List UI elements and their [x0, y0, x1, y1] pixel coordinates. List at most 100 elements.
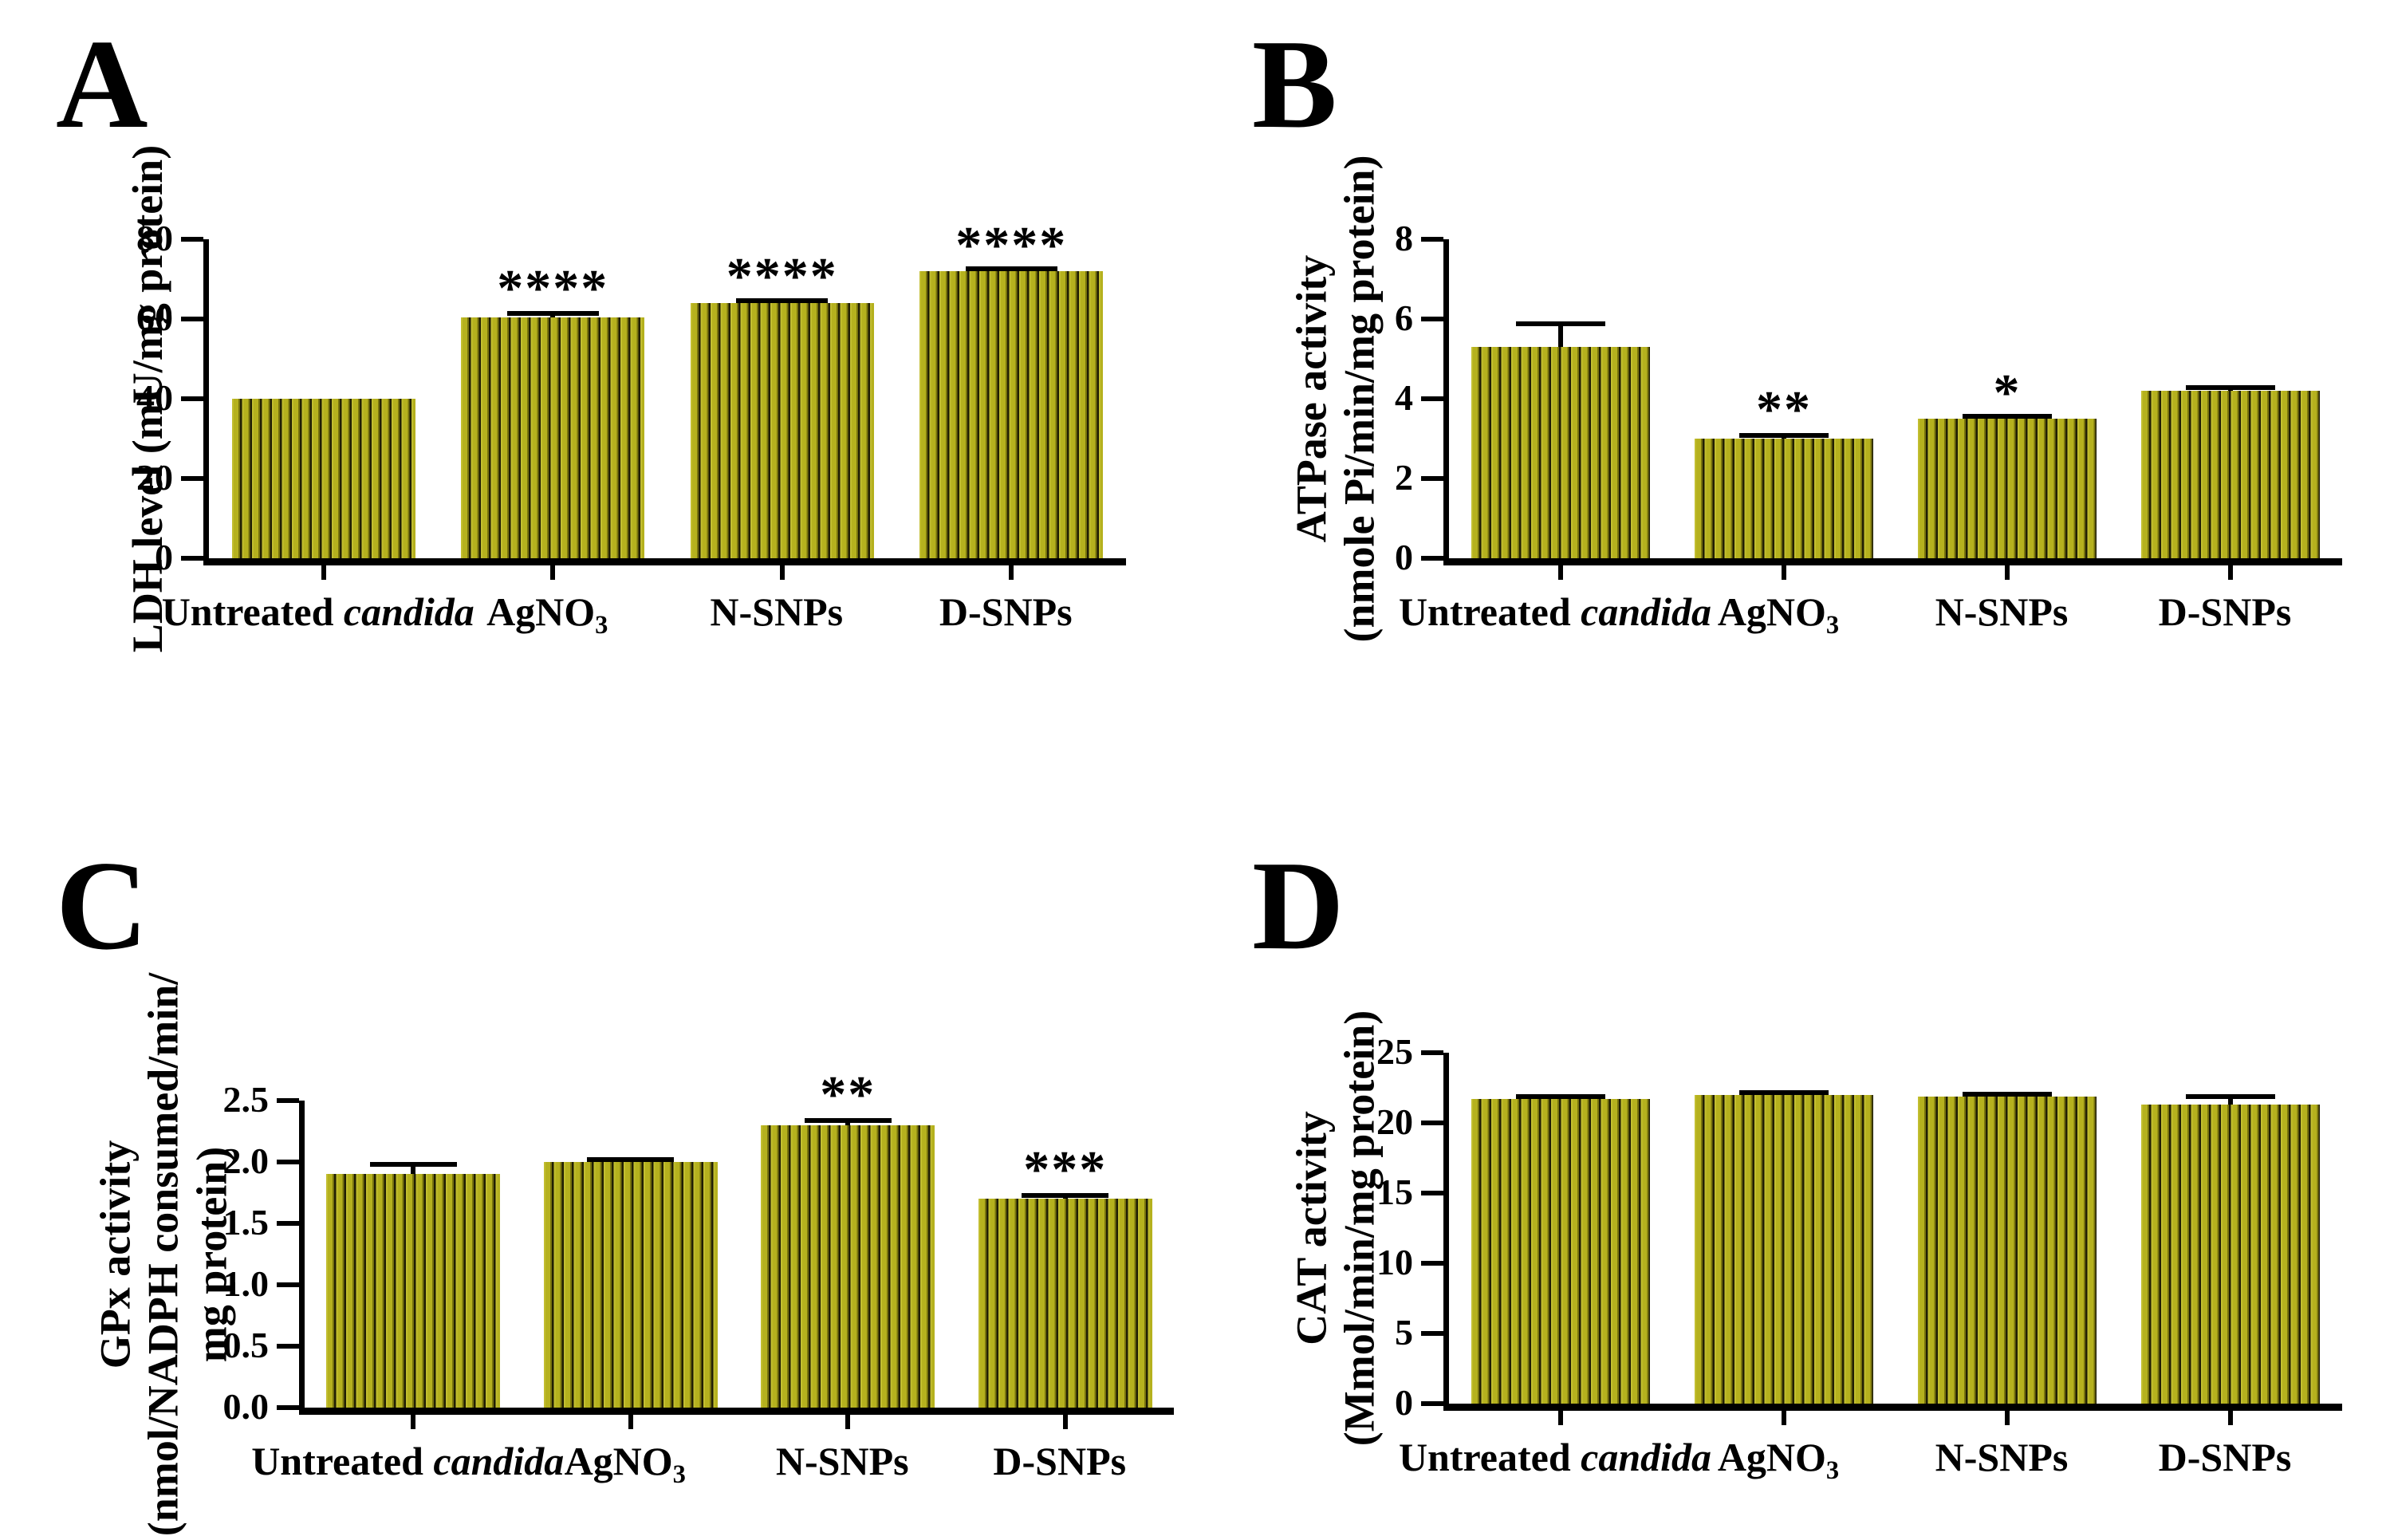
- bar-d-snps: [978, 1199, 1152, 1408]
- panel-b: B ATPase activity (nmole Pi/min/mg protei…: [1240, 16, 2388, 734]
- y-tick-mark: [181, 556, 203, 561]
- x-category-label-segment: Untreated: [1398, 589, 1581, 634]
- y-tick-mark: [277, 1221, 299, 1226]
- y-axis-label-line: (nmol/NADPH consumed/min/: [139, 972, 187, 1536]
- panel-letter-c: C: [56, 834, 148, 976]
- x-tick-mark: [2005, 565, 2010, 580]
- x-category-label-segment: D-SNPs: [939, 589, 1073, 634]
- panel-c: C GPx activity (nmol/NADPH consumed/min/m…: [44, 837, 1192, 1539]
- y-tick-label: 1.5: [222, 1202, 270, 1243]
- x-tick-mark: [321, 565, 326, 580]
- x-tick-mark: [628, 1415, 633, 1429]
- bar-d-snps: [2141, 1105, 2320, 1404]
- panel-d: D CAT activity (Mmol/min/mg protein) 0 5 10…: [1240, 837, 2388, 1539]
- x-tick-mark: [550, 565, 556, 580]
- x-category-label: AgNO3: [1718, 592, 1839, 638]
- y-axis-label-line: GPx activity: [91, 1140, 140, 1369]
- y-tick-mark: [1421, 1050, 1443, 1055]
- x-category-label: D-SNPs: [993, 1441, 1126, 1481]
- plot-area: 0 20 40 60 80 **** **** ****: [136, 219, 1126, 580]
- x-tick-mark: [1558, 565, 1563, 580]
- x-category-label-segment: candida: [1581, 589, 1712, 634]
- x-category-label: D-SNPs: [2159, 592, 2292, 632]
- error-bar-cap: [804, 1117, 892, 1123]
- y-axis-label-line: mg protein): [187, 1146, 236, 1362]
- x-tick-mark: [411, 1415, 416, 1429]
- y-tick-label: 2.5: [222, 1079, 270, 1120]
- x-category-label-segment: AgNO: [1717, 589, 1826, 634]
- x-tick-mark: [2228, 565, 2233, 580]
- bar-n-snps: [1918, 419, 2097, 558]
- y-tick-mark: [277, 1098, 299, 1103]
- error-bar-cap: [736, 298, 829, 303]
- bar-untreated-candida: [231, 399, 415, 558]
- y-tick-label: 4: [1395, 377, 1413, 418]
- y-tick-mark: [1421, 1261, 1443, 1266]
- y-tick-mark: [181, 476, 203, 481]
- error-bar-cap: [1022, 1192, 1109, 1198]
- error-bar-cap: [369, 1162, 457, 1167]
- y-tick-label: 0: [1395, 1382, 1413, 1423]
- x-category-label: Untreated candida: [251, 1441, 564, 1481]
- panel-a: A LDH level (mU/mg protein) 0 20 40 60 80 ***…: [44, 16, 1192, 734]
- bar-untreated-candida: [1471, 1099, 1650, 1404]
- bar-agno3: [461, 317, 645, 558]
- x-category-label-segment: AgNO: [1717, 1435, 1826, 1479]
- error-bar-cap: [1739, 1089, 1829, 1095]
- y-tick-mark: [1421, 556, 1443, 561]
- significance-stars: ****: [955, 215, 1068, 274]
- x-tick-mark: [1062, 1415, 1068, 1429]
- y-tick-mark: [1421, 237, 1443, 242]
- bar-untreated-candida: [326, 1174, 501, 1408]
- x-category-label-segment: D-SNPs: [2158, 1435, 2292, 1479]
- error-bar-cap: [2186, 384, 2275, 390]
- y-tick-label: 5: [1395, 1312, 1413, 1353]
- y-tick-label: 1.0: [222, 1263, 270, 1304]
- plot-area: 0 2 4 6 8 ** *: [1395, 220, 2342, 580]
- significance-stars: **: [1756, 380, 1812, 439]
- x-category-label-segment: candida: [1581, 1435, 1712, 1479]
- error-bar-cap: [1516, 1093, 1605, 1099]
- y-tick-label: 8: [1395, 218, 1413, 258]
- x-category-label: N-SNPs: [776, 1441, 909, 1481]
- y-tick-label: 2.0: [222, 1140, 270, 1181]
- y-tick-mark: [277, 1160, 299, 1164]
- y-tick-mark: [181, 396, 203, 401]
- x-category-label: Untreated candida: [162, 592, 474, 632]
- y-tick-label: 80: [136, 218, 173, 258]
- error-bar-cap: [1963, 1091, 2052, 1097]
- x-category-label-segment: candida: [343, 589, 474, 634]
- x-category-label: N-SNPs: [1935, 1437, 2069, 1477]
- x-category-label-segment: Untreated: [251, 1439, 434, 1483]
- x-category-label-segment: N-SNPs: [710, 589, 844, 634]
- x-category-label: D-SNPs: [2159, 1437, 2292, 1477]
- x-category-label: AgNO3: [486, 592, 608, 638]
- error-bar-cap: [506, 311, 599, 316]
- x-category-label-segment: N-SNPs: [1935, 1435, 2069, 1479]
- y-tick-mark: [1421, 1401, 1443, 1406]
- bar-n-snps: [1918, 1096, 2097, 1404]
- error-bar-cap: [965, 266, 1057, 271]
- error-bar-line: [1558, 321, 1563, 347]
- y-tick-label: 6: [1395, 297, 1413, 338]
- error-bar-line: [2228, 1093, 2233, 1105]
- significance-stars: *: [1993, 364, 2022, 422]
- panel-letter-d: D: [1252, 834, 1345, 976]
- significance-stars: ****: [726, 247, 838, 305]
- x-category-label-segment: N-SNPs: [775, 1439, 909, 1483]
- y-tick-mark: [277, 1282, 299, 1287]
- bar-agno3: [1695, 1094, 1873, 1404]
- bar-untreated-candida: [1471, 347, 1650, 558]
- y-tick-mark: [1421, 1121, 1443, 1125]
- bar-agno3: [1695, 439, 1873, 558]
- y-tick-label: 0: [1395, 537, 1413, 577]
- x-category-label: N-SNPs: [710, 592, 843, 632]
- y-tick-label: 2: [1395, 457, 1413, 498]
- y-tick-label: 0: [155, 537, 173, 577]
- y-axis-label: CAT activity (Mmol/min/mg protein): [1288, 1010, 1384, 1446]
- y-tick-label: 40: [136, 377, 173, 418]
- x-category-label-segment: AgNO: [564, 1439, 673, 1483]
- x-category-label: AgNO3: [565, 1441, 686, 1487]
- x-tick-mark: [779, 565, 785, 580]
